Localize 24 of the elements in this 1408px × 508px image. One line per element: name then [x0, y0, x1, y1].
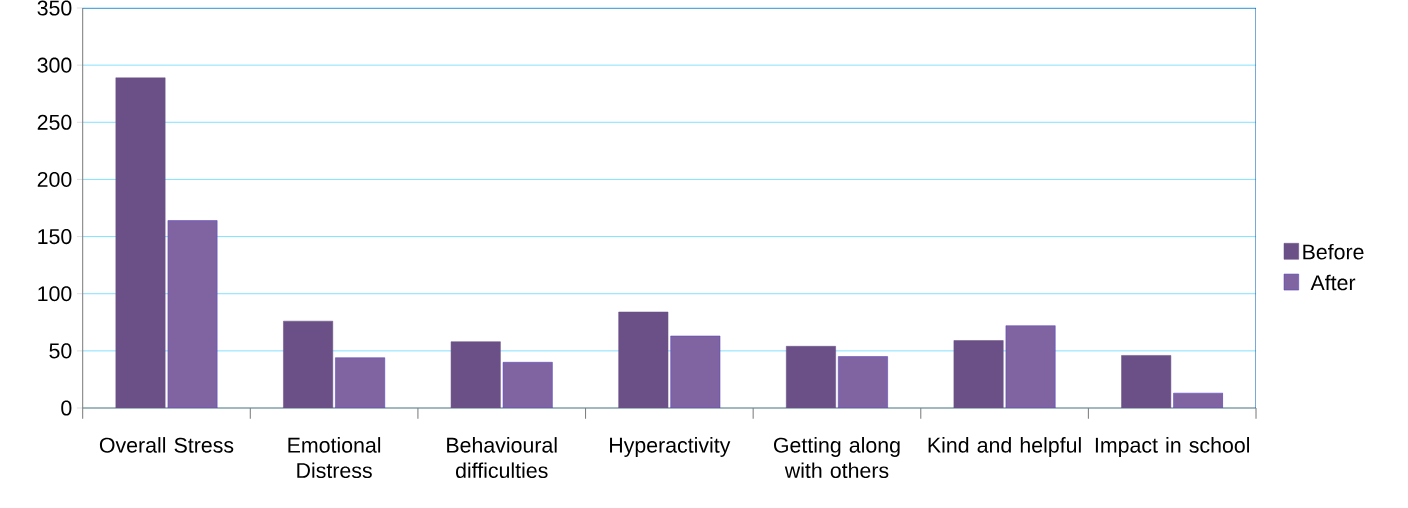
y-tick-label: 100 — [38, 286, 72, 302]
bar — [335, 357, 386, 408]
y-tick-label: 50 — [49, 343, 72, 359]
x-tick-label: Getting along with others — [773, 437, 900, 479]
x-tick-label: Overall Stress — [99, 437, 234, 453]
x-tick-label: Behavioural difficulties — [447, 437, 557, 479]
legend-label: Before — [1303, 243, 1364, 260]
bar — [1173, 392, 1224, 408]
y-tick-label: 200 — [37, 171, 72, 187]
bar — [1005, 325, 1056, 408]
x-tick-label: Kind and helpful — [928, 437, 1081, 457]
x-tick-label: Impact in school — [1095, 437, 1249, 457]
x-tick-label: Hyperactivity — [610, 437, 731, 457]
bar — [838, 356, 888, 408]
x-tick-label: Emotional Distress — [288, 437, 381, 479]
bar — [502, 362, 553, 408]
y-tick-label: 150 — [38, 229, 72, 245]
y-tick-label: 0 — [61, 400, 72, 416]
y-tick-label: 250 — [37, 114, 72, 130]
legend-label: After — [1310, 274, 1356, 291]
bar — [167, 220, 218, 408]
y-tick-label: 350 — [37, 0, 72, 16]
bar — [670, 335, 721, 408]
y-tick-label: 300 — [37, 57, 72, 73]
